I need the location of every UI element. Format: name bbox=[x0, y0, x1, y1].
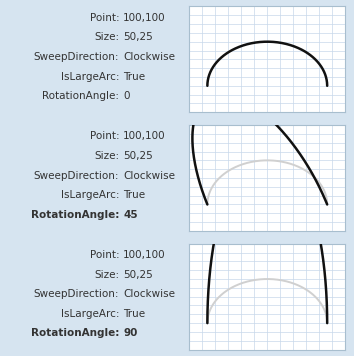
Text: IsLargeArc:: IsLargeArc: bbox=[61, 72, 119, 82]
Text: SweepDirection:: SweepDirection: bbox=[34, 289, 119, 299]
Text: RotationAngle:: RotationAngle: bbox=[31, 329, 119, 339]
Text: IsLargeArc:: IsLargeArc: bbox=[61, 190, 119, 200]
Text: Size:: Size: bbox=[94, 151, 119, 161]
Text: IsLargeArc:: IsLargeArc: bbox=[61, 309, 119, 319]
Text: Clockwise: Clockwise bbox=[123, 289, 175, 299]
Text: Point:: Point: bbox=[90, 131, 119, 141]
Text: 50,25: 50,25 bbox=[123, 151, 153, 161]
Text: RotationAngle:: RotationAngle: bbox=[31, 210, 119, 220]
Text: True: True bbox=[123, 72, 145, 82]
Text: 45: 45 bbox=[123, 210, 138, 220]
Text: 90: 90 bbox=[123, 329, 137, 339]
Text: Clockwise: Clockwise bbox=[123, 171, 175, 180]
Text: 0: 0 bbox=[123, 91, 130, 101]
Text: RotationAngle:: RotationAngle: bbox=[42, 91, 119, 101]
Text: Point:: Point: bbox=[90, 250, 119, 260]
Text: True: True bbox=[123, 190, 145, 200]
Text: Size:: Size: bbox=[94, 32, 119, 42]
Text: SweepDirection:: SweepDirection: bbox=[34, 171, 119, 180]
Text: 50,25: 50,25 bbox=[123, 32, 153, 42]
Text: Clockwise: Clockwise bbox=[123, 52, 175, 62]
Text: True: True bbox=[123, 309, 145, 319]
Text: Size:: Size: bbox=[94, 270, 119, 280]
Text: 100,100: 100,100 bbox=[123, 250, 166, 260]
Text: 100,100: 100,100 bbox=[123, 131, 166, 141]
Text: 100,100: 100,100 bbox=[123, 13, 166, 23]
Text: Point:: Point: bbox=[90, 13, 119, 23]
Text: 50,25: 50,25 bbox=[123, 270, 153, 280]
Text: SweepDirection:: SweepDirection: bbox=[34, 52, 119, 62]
